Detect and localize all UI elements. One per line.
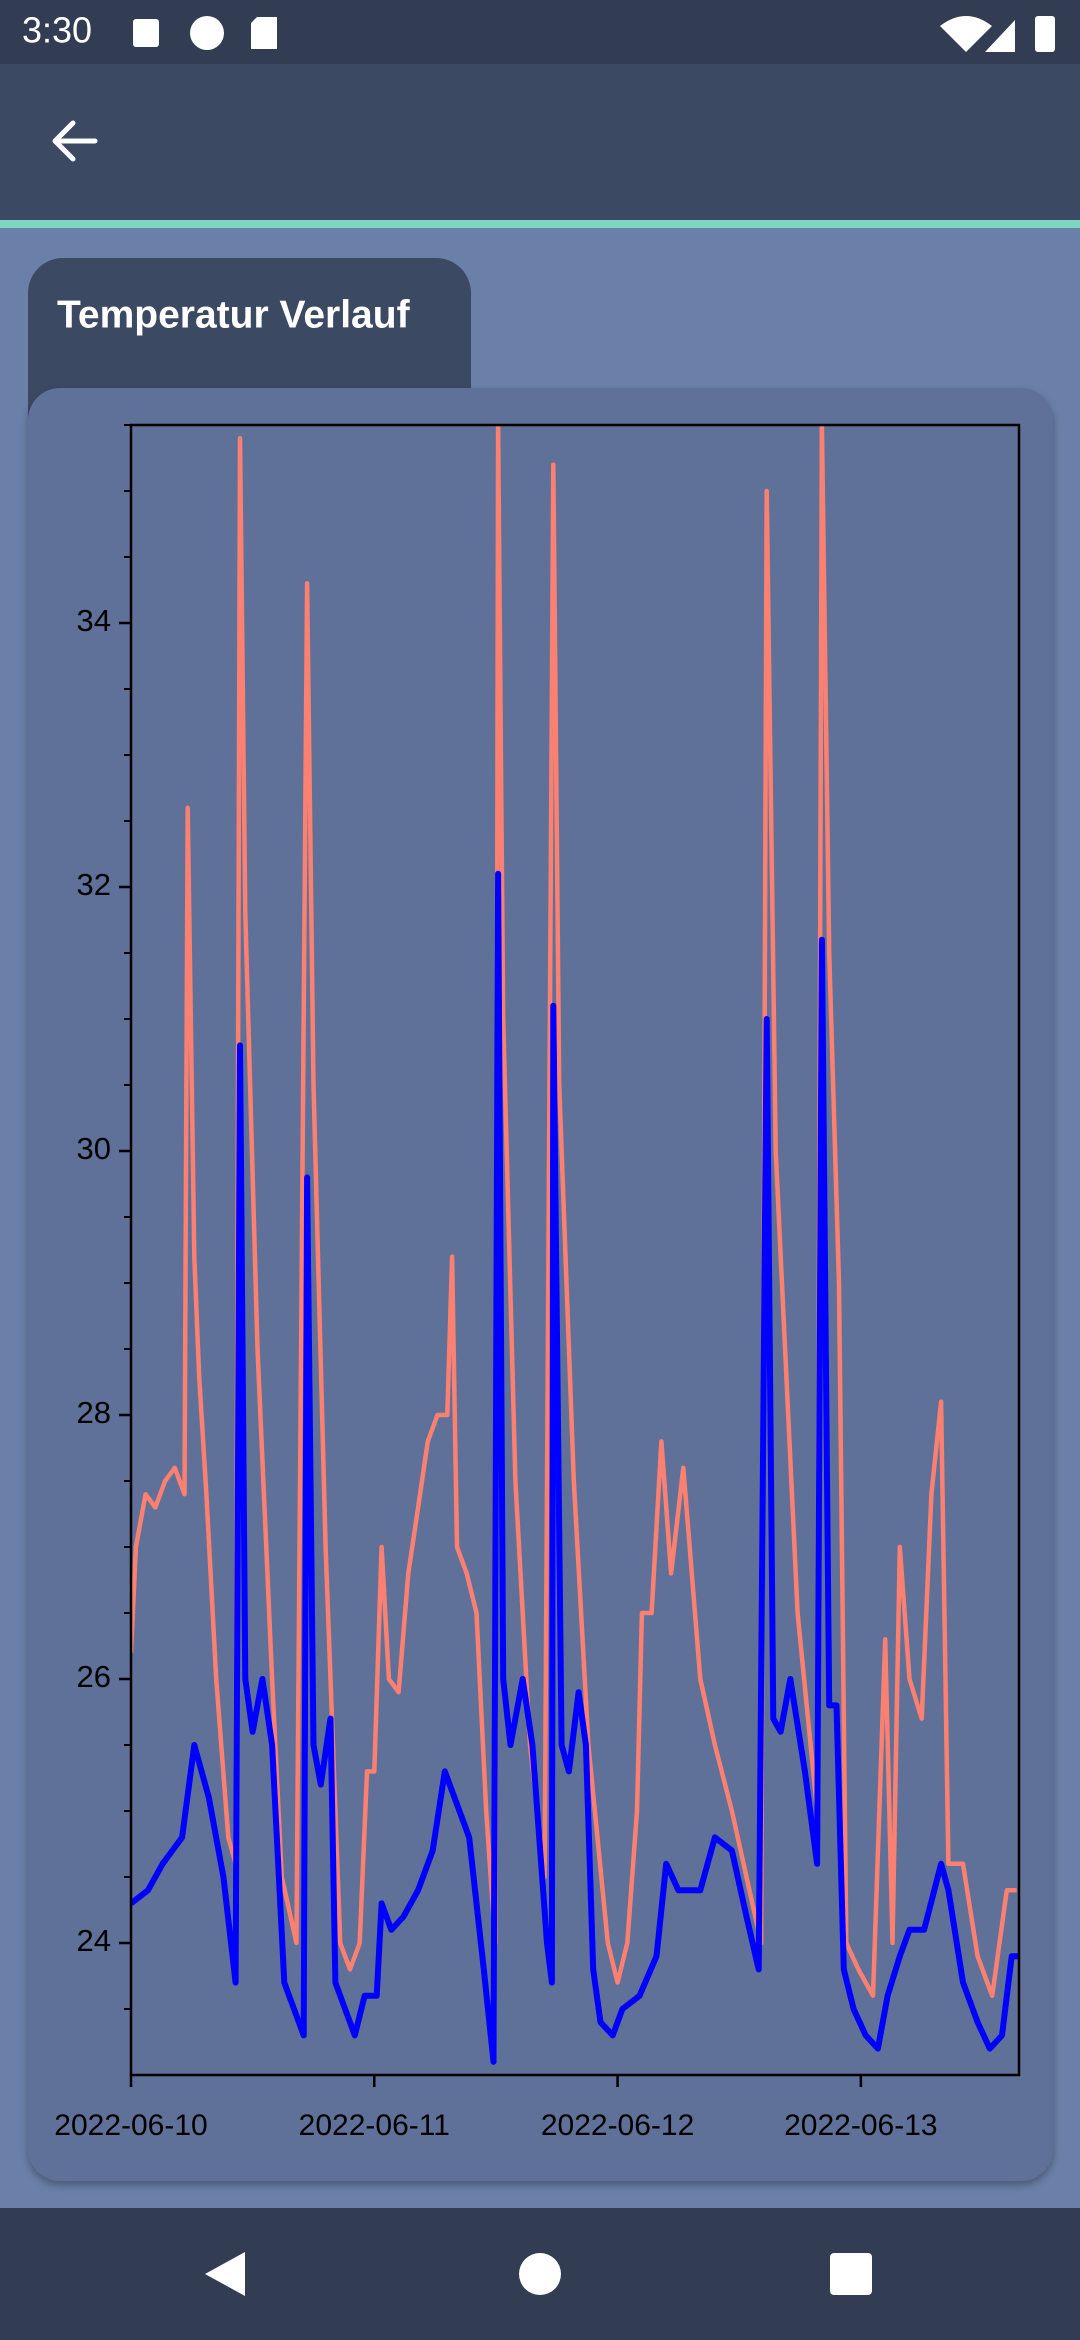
chart: 24 26 28 30 32 34 2022-06-10 2022-06-11 2022-06-… (54, 423, 1021, 2142)
signal-icon (985, 20, 1015, 52)
nav-recent[interactable] (830, 2253, 872, 2295)
back-button[interactable] (52, 120, 98, 162)
x-tick-label: 2022-06-12 (541, 2109, 694, 2142)
wifi-icon (940, 16, 992, 52)
battery-icon (1035, 16, 1055, 52)
app-bar (0, 64, 1080, 220)
y-tick-label: 32 (77, 867, 111, 902)
series-line (131, 425, 1017, 1999)
status-icon (190, 16, 224, 50)
nav-home[interactable] (519, 2253, 561, 2295)
accent-line (0, 220, 1080, 228)
nav-back[interactable] (205, 2252, 245, 2296)
y-tick-label: 26 (77, 1659, 111, 1694)
y-tick-label: 30 (77, 1131, 111, 1166)
chart-card (28, 388, 1053, 2181)
status-bar (0, 0, 1080, 64)
tab-title: Temperatur Verlauf (57, 293, 411, 336)
y-tick-label: 24 (77, 1923, 111, 1958)
x-tick-label: 2022-06-11 (299, 2109, 450, 2142)
status-time: 3:30 (22, 10, 92, 51)
x-tick-label: 2022-06-10 (54, 2109, 207, 2142)
x-tick-label: 2022-06-13 (784, 2109, 937, 2142)
y-tick-label: 28 (77, 1395, 111, 1430)
plot-frame (129, 423, 1021, 2077)
status-icon (251, 17, 277, 49)
status-icon (133, 19, 159, 47)
series-line (131, 870, 1019, 2065)
y-tick-label: 34 (77, 603, 111, 638)
